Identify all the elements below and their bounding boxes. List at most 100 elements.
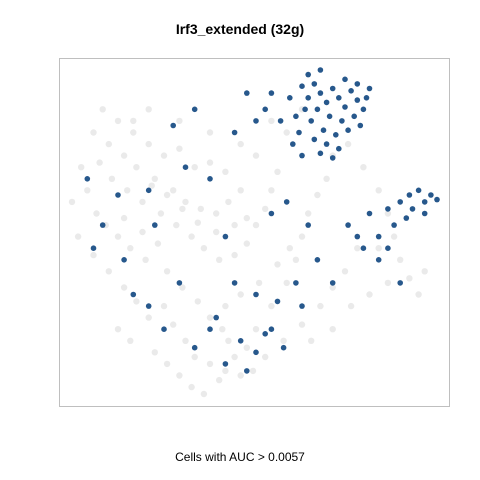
background-cell-point	[283, 129, 290, 136]
background-cell-point	[206, 360, 214, 368]
background-cell-point	[176, 372, 183, 379]
background-cell-point	[133, 298, 140, 305]
highlighted-cell-point	[207, 176, 213, 182]
highlighted-cell-point	[351, 113, 358, 120]
background-cell-point	[231, 221, 238, 229]
highlighted-cell-point	[375, 233, 382, 240]
highlighted-cell-point	[354, 233, 361, 240]
background-cell-point	[194, 298, 201, 305]
highlighted-cell-point	[342, 76, 348, 83]
highlighted-cell-point	[345, 222, 351, 228]
background-cell-point	[243, 344, 250, 351]
background-cell-point	[105, 140, 113, 148]
highlighted-cell-point	[348, 88, 354, 94]
background-cell-point	[90, 251, 97, 259]
background-cell-point	[262, 205, 269, 213]
background-cell-point	[127, 245, 134, 252]
background-cell-point	[237, 291, 244, 298]
highlighted-cell-point	[287, 95, 293, 101]
chart-title: Irf3_extended (32g)	[175, 21, 305, 37]
background-cell-point	[191, 353, 198, 361]
highlighted-cell-point	[360, 245, 367, 251]
background-cell-point	[105, 268, 113, 275]
background-cell-point	[375, 187, 382, 194]
background-cell-point	[213, 228, 220, 236]
background-cell-point	[219, 326, 226, 333]
background-cell-point	[200, 390, 208, 398]
highlighted-cell-point	[320, 127, 327, 133]
highlighted-cell-point	[176, 280, 183, 286]
highlighted-cell-point	[262, 106, 269, 113]
background-cell-point	[274, 261, 281, 268]
background-cell-point	[130, 117, 137, 125]
highlighted-cell-point	[333, 132, 339, 138]
x-axis-label: Cells with AUC > 0.0057	[175, 450, 305, 464]
highlighted-cell-point	[90, 245, 97, 251]
highlighted-cell-point	[191, 106, 198, 113]
background-cell-point	[231, 353, 238, 361]
background-cell-point	[243, 240, 250, 247]
background-cell-point	[163, 360, 171, 368]
background-cell-point	[114, 117, 122, 125]
background-cell-point	[213, 210, 220, 217]
background-cell-point	[255, 279, 263, 287]
background-cell-point	[222, 302, 229, 310]
highlighted-cell-point	[342, 104, 348, 110]
highlighted-cell-point	[317, 67, 324, 73]
background-cell-point	[225, 337, 232, 344]
background-cell-point	[151, 175, 158, 182]
background-cell-point	[114, 326, 122, 333]
highlighted-cell-point	[130, 291, 137, 298]
background-cell-point	[179, 284, 186, 291]
highlighted-cell-point	[253, 291, 259, 298]
background-cell-point	[397, 256, 404, 263]
highlighted-cell-point	[302, 106, 308, 113]
highlighted-cell-point	[326, 113, 333, 120]
background-cell-point	[384, 279, 392, 287]
highlighted-cell-point	[290, 141, 296, 147]
background-cell-point	[120, 214, 128, 222]
highlighted-cell-point	[152, 222, 158, 228]
highlighted-cell-points	[84, 67, 440, 374]
background-cell-point	[366, 291, 373, 298]
background-cell-point	[206, 159, 214, 166]
highlighted-cell-point	[268, 326, 275, 333]
highlighted-cell-point	[145, 187, 152, 194]
background-cell-point	[160, 302, 168, 310]
plot-frame	[59, 58, 450, 407]
highlighted-cell-point	[244, 368, 250, 374]
background-cell-point	[96, 159, 103, 166]
highlighted-cell-point	[305, 71, 312, 78]
highlighted-cell-point	[293, 280, 299, 286]
highlighted-cell-point	[345, 127, 351, 133]
highlighted-cell-point	[354, 97, 361, 103]
background-cell-point	[84, 187, 91, 194]
highlighted-cell-point	[293, 113, 299, 120]
background-cell-point	[191, 164, 198, 171]
highlighted-cell-point	[121, 257, 127, 263]
background-cell-point	[375, 245, 382, 252]
background-cell-point	[163, 268, 171, 275]
highlighted-cell-point	[397, 280, 404, 286]
highlighted-cell-point	[317, 150, 324, 157]
background-cell-point	[384, 210, 392, 217]
background-cell-point	[145, 106, 152, 113]
background-cell-point	[262, 353, 269, 361]
highlighted-cell-point	[323, 99, 330, 106]
highlighted-cell-point	[296, 129, 302, 136]
highlighted-cell-point	[317, 90, 324, 96]
background-cell-point	[298, 321, 306, 328]
background-cell-point	[160, 152, 168, 159]
background-cell-point	[252, 221, 260, 229]
background-cell-point	[127, 337, 134, 344]
highlighted-cell-point	[409, 206, 416, 212]
background-cell-point	[305, 210, 312, 217]
background-cell-point	[90, 129, 97, 136]
background-cell-point	[283, 279, 290, 287]
background-cell-point	[243, 214, 250, 222]
background-cell-point	[268, 302, 275, 310]
highlighted-cell-point	[231, 280, 238, 286]
background-cell-point	[120, 284, 128, 291]
background-cell-point	[237, 140, 244, 148]
highlighted-cell-point	[323, 141, 330, 147]
